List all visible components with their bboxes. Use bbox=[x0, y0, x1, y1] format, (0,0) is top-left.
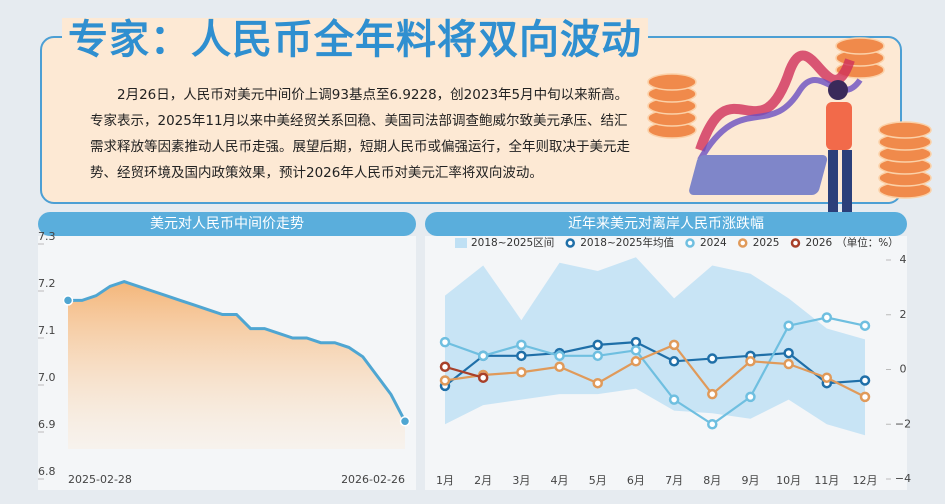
point bbox=[859, 375, 871, 386]
x-tick-label: 2026-02-26 bbox=[341, 473, 405, 486]
chart-title: 近年来美元对离岸人民币涨跌幅 bbox=[568, 215, 764, 232]
y-tick-label: 7.2 bbox=[38, 277, 56, 290]
y-tick-label: 7.3 bbox=[38, 230, 56, 243]
point bbox=[516, 366, 527, 378]
legend-swatch bbox=[737, 238, 748, 248]
legend-label: 2026 bbox=[805, 237, 832, 249]
x-tick-label: 12月 bbox=[853, 474, 878, 487]
headline: 专家：人民币全年料将双向波动 bbox=[62, 18, 648, 62]
point bbox=[783, 358, 794, 370]
point bbox=[859, 391, 871, 403]
point bbox=[707, 353, 718, 364]
series-line bbox=[444, 316, 866, 426]
point bbox=[668, 339, 680, 351]
point bbox=[745, 356, 756, 367]
point bbox=[630, 336, 642, 348]
point bbox=[783, 347, 794, 359]
y-tick-label: 2 bbox=[900, 308, 907, 321]
y-tick-label: 6.8 bbox=[38, 465, 56, 478]
x-tick-label: 1月 bbox=[436, 474, 454, 487]
legend-swatch bbox=[455, 238, 467, 248]
point bbox=[477, 372, 489, 383]
point bbox=[630, 345, 642, 356]
point bbox=[62, 295, 74, 306]
x-tick-label: 5月 bbox=[589, 474, 607, 487]
point bbox=[477, 350, 489, 362]
point bbox=[592, 377, 603, 389]
y-tick-label: −4 bbox=[895, 472, 911, 485]
point bbox=[821, 312, 833, 323]
line bbox=[68, 280, 407, 422]
panel-header bbox=[38, 212, 416, 236]
legend-label: 2018~2025区间 bbox=[471, 236, 554, 249]
x-tick-label: 7月 bbox=[665, 474, 683, 487]
point bbox=[859, 320, 871, 331]
point bbox=[821, 372, 833, 383]
illustration bbox=[647, 37, 932, 220]
point bbox=[554, 361, 565, 373]
x-tick-label: 2025-02-28 bbox=[68, 473, 132, 486]
area bbox=[68, 281, 405, 449]
point bbox=[439, 336, 451, 348]
point bbox=[707, 388, 718, 400]
x-tick-label: 9月 bbox=[741, 474, 759, 487]
y-tick-label: 7.0 bbox=[38, 371, 56, 384]
point bbox=[439, 375, 451, 386]
legend-swatch bbox=[790, 238, 801, 248]
series-line bbox=[444, 341, 866, 387]
point bbox=[745, 391, 756, 403]
unit-note: （单位：%） bbox=[836, 236, 898, 249]
x-tick-label: 11月 bbox=[814, 474, 839, 487]
point bbox=[516, 350, 527, 362]
point bbox=[668, 356, 680, 367]
chart-title: 美元对人民币中间价走势 bbox=[150, 216, 304, 232]
point bbox=[783, 320, 794, 331]
legend-label: 2025 bbox=[753, 237, 780, 249]
point bbox=[592, 350, 603, 362]
legend-swatch bbox=[685, 238, 695, 248]
y-tick-label: 0 bbox=[900, 363, 907, 376]
point bbox=[516, 339, 527, 351]
x-tick-label: 2月 bbox=[474, 474, 492, 487]
point bbox=[399, 416, 411, 427]
legend-label: 2018~2025年均值 bbox=[580, 236, 674, 249]
point bbox=[554, 350, 565, 362]
legend-swatch bbox=[565, 238, 575, 248]
x-tick-label: 8月 bbox=[703, 474, 721, 487]
y-tick-label: 7.1 bbox=[38, 324, 56, 337]
range-band bbox=[445, 257, 865, 436]
y-tick-label: 4 bbox=[900, 253, 907, 266]
x-tick-label: 3月 bbox=[512, 474, 530, 487]
series-line bbox=[444, 343, 866, 398]
point bbox=[630, 356, 642, 367]
legend-label: 2024 bbox=[700, 237, 727, 249]
summary-text: 2月26日，人民币对美元中间价上调93基点至6.9228，创2023年5月中旬以… bbox=[90, 87, 630, 181]
x-tick-label: 10月 bbox=[776, 474, 801, 487]
point bbox=[439, 361, 451, 373]
y-tick-label: 6.9 bbox=[38, 418, 56, 431]
x-tick-label: 6月 bbox=[627, 474, 645, 487]
point bbox=[707, 419, 718, 430]
y-tick-label: −2 bbox=[895, 417, 911, 430]
point bbox=[668, 394, 680, 405]
series-line bbox=[444, 365, 484, 379]
x-tick-label: 4月 bbox=[551, 474, 569, 487]
point bbox=[592, 339, 603, 351]
panel-header bbox=[425, 212, 907, 236]
